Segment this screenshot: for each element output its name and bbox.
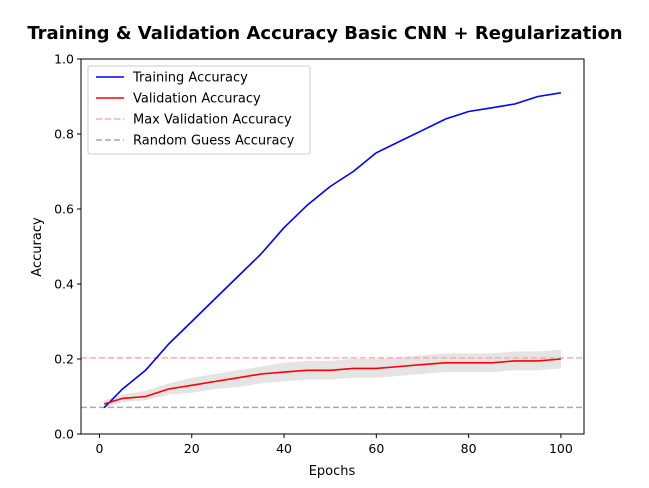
- y-tick-label: 0.4: [54, 277, 74, 292]
- legend-box: [87, 65, 311, 155]
- series-line-0: [103, 92, 562, 409]
- x-tick-label: 60: [368, 441, 384, 456]
- validation-band: [104, 349, 561, 408]
- series-line-1: [103, 358, 561, 405]
- legend-label-3: Random Guess Accuracy: [133, 134, 295, 149]
- y-tick-label: 0.0: [54, 427, 74, 442]
- legend-label-0: Training Accuracy: [132, 71, 248, 86]
- y-tick-label: 1.0: [54, 52, 74, 67]
- y-tick-label: 0.8: [54, 127, 74, 142]
- y-tick-label: 0.6: [54, 202, 74, 217]
- x-tick-label: 40: [276, 441, 292, 456]
- plot-area: [81, 92, 584, 409]
- legend-label-2: Max Validation Accuracy: [133, 113, 292, 128]
- legend-label-1: Validation Accuracy: [133, 92, 261, 107]
- legend: Training Accuracy Validation Accuracy Max …: [87, 65, 311, 155]
- x-tick-label: 0: [95, 441, 103, 456]
- y-axis-label: Accuracy: [30, 217, 45, 277]
- plot-frame: [80, 58, 585, 435]
- y-tick-label: 0.2: [54, 352, 74, 367]
- x-tick-label: 20: [184, 441, 200, 456]
- chart-title: Training & Validation Accuracy Basic CNN…: [27, 23, 622, 44]
- x-tick-label: 100: [549, 441, 573, 456]
- axis-ticks: 0 20 40 60 80 100 0.0 0.2 0.4 0.6 0.8 1.0: [54, 52, 573, 457]
- x-tick-label: 80: [461, 441, 477, 456]
- x-axis-label: Epochs: [309, 464, 356, 479]
